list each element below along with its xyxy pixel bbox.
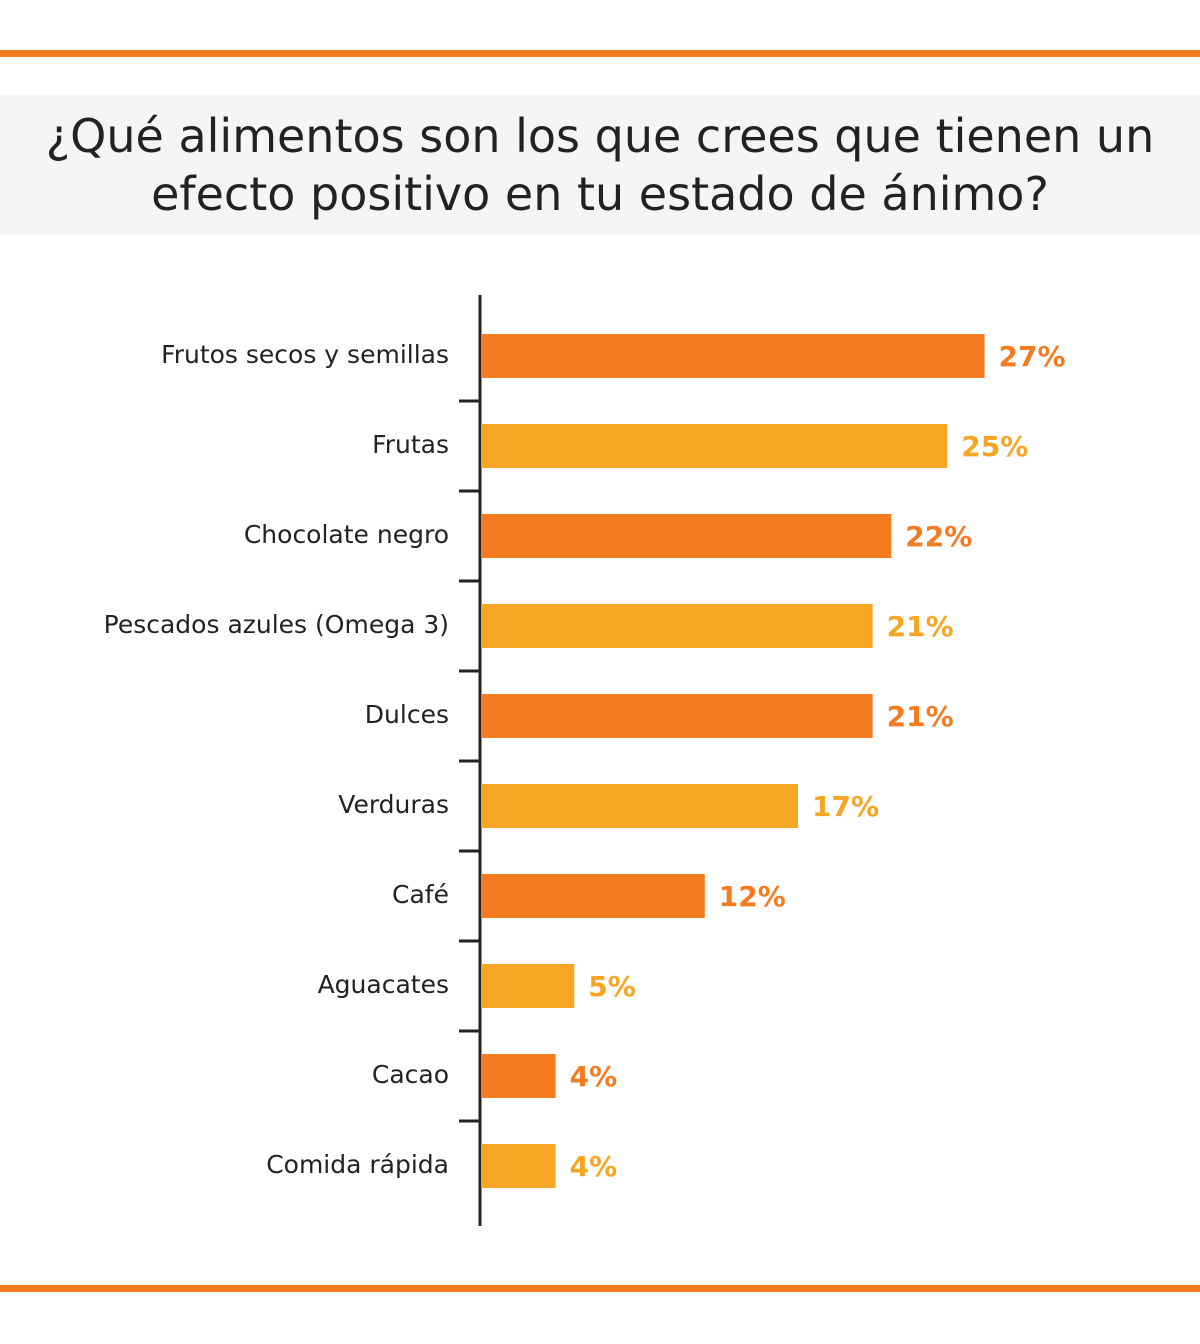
value-label: 21%: [887, 610, 954, 643]
bar: [481, 514, 892, 558]
bar: [481, 334, 985, 378]
category-label: Comida rápida: [266, 1150, 449, 1179]
category-label: Frutas: [372, 430, 449, 459]
top-rule: [0, 50, 1200, 57]
bar: [481, 1054, 556, 1098]
category-label: Café: [392, 880, 449, 909]
chart-title: ¿Qué alimentos son los que crees que tie…: [45, 109, 1155, 221]
category-label: Pescados azules (Omega 3): [104, 610, 449, 639]
title-band: ¿Qué alimentos son los que crees que tie…: [0, 95, 1200, 235]
value-label: 21%: [887, 700, 954, 733]
bar: [481, 1144, 556, 1188]
value-label: 12%: [719, 880, 786, 913]
bar: [481, 964, 575, 1008]
value-label: 4%: [570, 1060, 618, 1093]
value-label: 17%: [812, 790, 879, 823]
category-label: Cacao: [372, 1060, 449, 1089]
bar: [481, 784, 799, 828]
value-label: 25%: [961, 430, 1028, 463]
bar: [481, 424, 948, 468]
category-label: Frutos secos y semillas: [161, 340, 449, 369]
category-label: Aguacates: [318, 970, 449, 999]
category-label: Dulces: [365, 700, 449, 729]
value-label: 5%: [588, 970, 636, 1003]
value-label: 22%: [905, 520, 972, 553]
category-label: Verduras: [338, 790, 449, 819]
bar: [481, 604, 873, 648]
value-label: 27%: [999, 340, 1066, 373]
category-label: Chocolate negro: [244, 520, 449, 549]
value-label: 4%: [570, 1150, 618, 1183]
bar: [481, 694, 873, 738]
bottom-rule: [0, 1285, 1200, 1292]
bar: [481, 874, 705, 918]
